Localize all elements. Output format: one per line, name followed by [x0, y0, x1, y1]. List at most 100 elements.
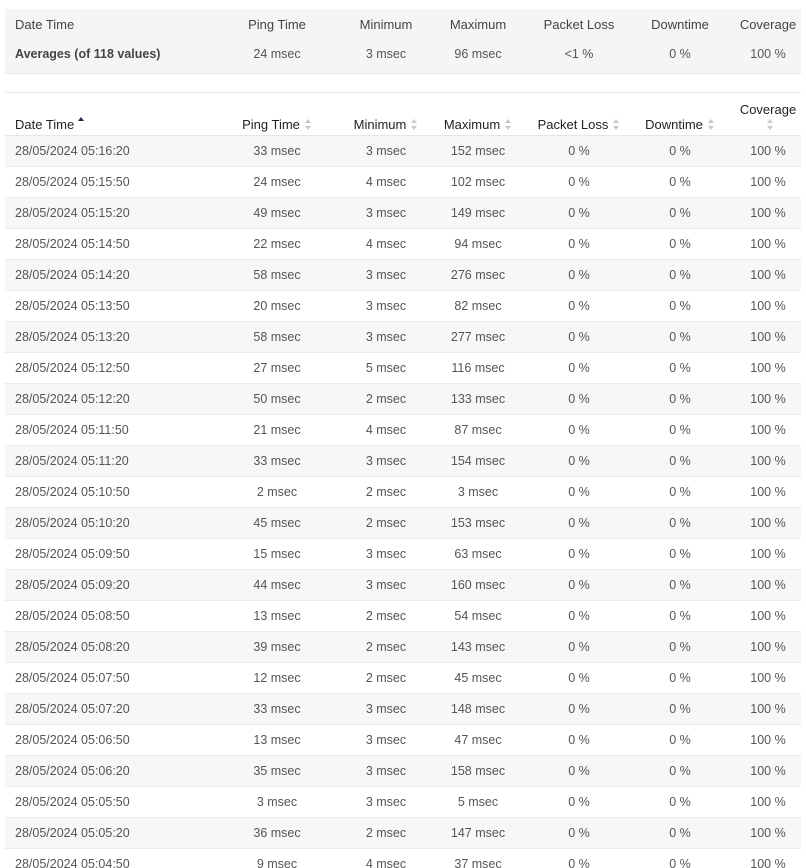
- column-header-label: Maximum: [443, 116, 501, 132]
- averages-label: Averages (of 118 values): [15, 47, 161, 61]
- minimum-cell: 4 msec: [349, 228, 423, 260]
- coverage-cell: 100 %: [735, 228, 801, 260]
- coverage-cell: 100 %: [735, 321, 801, 353]
- downtime-cell: 0 %: [625, 445, 735, 477]
- downtime-cell: 0 %: [625, 259, 735, 291]
- table-row: 28/05/2024 05:15:20 49 msec 3 msec 149 msec…: [5, 197, 801, 229]
- coverage-cell: 100 %: [735, 755, 801, 787]
- coverage-cell: 100 %: [735, 259, 801, 291]
- packet-loss-cell: 0 %: [533, 290, 625, 322]
- maximum-cell: 63 msec: [423, 538, 533, 570]
- packet-loss-cell: 0 %: [533, 321, 625, 353]
- minimum-cell: 4 msec: [349, 414, 423, 446]
- ping-time-cell: 21 msec: [205, 414, 349, 446]
- minimum-cell: 3 msec: [349, 445, 423, 477]
- average-downtime: 0 %: [669, 47, 691, 61]
- column-header-packet-loss[interactable]: Packet Loss: [533, 93, 625, 136]
- ping-time-cell: 12 msec: [205, 662, 349, 694]
- date-time-cell: 28/05/2024 05:10:20: [5, 507, 205, 539]
- minimum-cell: 2 msec: [349, 662, 423, 694]
- downtime-cell: 0 %: [625, 383, 735, 415]
- minimum-cell: 5 msec: [349, 352, 423, 384]
- maximum-cell: 276 msec: [423, 259, 533, 291]
- average-ping-time: 24 msec: [253, 47, 301, 61]
- packet-loss-cell: 0 %: [533, 693, 625, 725]
- ping-time-cell: 2 msec: [205, 476, 349, 508]
- ping-time-cell: 50 msec: [205, 383, 349, 415]
- coverage-cell: 100 %: [735, 445, 801, 477]
- minimum-cell: 4 msec: [349, 848, 423, 868]
- ping-time-cell: 24 msec: [205, 166, 349, 198]
- ping-time-cell: 15 msec: [205, 538, 349, 570]
- date-time-cell: 28/05/2024 05:07:20: [5, 693, 205, 725]
- date-time-cell: 28/05/2024 05:07:50: [5, 662, 205, 694]
- ping-time-cell: 35 msec: [205, 755, 349, 787]
- downtime-cell: 0 %: [625, 197, 735, 229]
- summary-header-downtime: Downtime: [651, 16, 709, 32]
- downtime-cell: 0 %: [625, 693, 735, 725]
- packet-loss-cell: 0 %: [533, 259, 625, 291]
- coverage-cell: 100 %: [735, 662, 801, 694]
- maximum-cell: 160 msec: [423, 569, 533, 601]
- sort-ascending-icon: [78, 116, 85, 128]
- downtime-cell: 0 %: [625, 817, 735, 849]
- table-row: 28/05/2024 05:14:50 22 msec 4 msec 94 msec 0…: [5, 228, 801, 260]
- packet-loss-cell: 0 %: [533, 507, 625, 539]
- maximum-cell: 5 msec: [423, 786, 533, 818]
- packet-loss-cell: 0 %: [533, 786, 625, 818]
- column-header-ping-time[interactable]: Ping Time: [205, 93, 349, 136]
- date-time-cell: 28/05/2024 05:04:50: [5, 848, 205, 868]
- column-header-label: Downtime: [645, 116, 703, 132]
- coverage-cell: 100 %: [735, 538, 801, 570]
- maximum-cell: 87 msec: [423, 414, 533, 446]
- downtime-cell: 0 %: [625, 135, 735, 167]
- date-time-cell: 28/05/2024 05:06:20: [5, 755, 205, 787]
- minimum-cell: 3 msec: [349, 135, 423, 167]
- downtime-cell: 0 %: [625, 414, 735, 446]
- packet-loss-cell: 0 %: [533, 166, 625, 198]
- date-time-cell: 28/05/2024 05:12:20: [5, 383, 205, 415]
- packet-loss-cell: 0 %: [533, 352, 625, 384]
- column-header-minimum[interactable]: Minimum: [349, 93, 423, 136]
- date-time-cell: 28/05/2024 05:05:20: [5, 817, 205, 849]
- date-time-cell: 28/05/2024 05:14:20: [5, 259, 205, 291]
- date-time-cell: 28/05/2024 05:05:50: [5, 786, 205, 818]
- summary-header-ping-time: Ping Time: [248, 16, 306, 32]
- averages-header-row: Date Time Ping Time Minimum Maximum Pack…: [5, 9, 801, 39]
- ping-time-cell: 39 msec: [205, 631, 349, 663]
- minimum-cell: 3 msec: [349, 724, 423, 756]
- table-row: 28/05/2024 05:07:50 12 msec 2 msec 45 msec 0…: [5, 662, 801, 694]
- maximum-cell: 3 msec: [423, 476, 533, 508]
- downtime-cell: 0 %: [625, 352, 735, 384]
- averages-summary-panel: Date Time Ping Time Minimum Maximum Pack…: [5, 9, 801, 74]
- packet-loss-cell: 0 %: [533, 228, 625, 260]
- sort-icon: [304, 118, 312, 130]
- minimum-cell: 3 msec: [349, 755, 423, 787]
- minimum-cell: 3 msec: [349, 569, 423, 601]
- coverage-cell: 100 %: [735, 290, 801, 322]
- minimum-cell: 2 msec: [349, 817, 423, 849]
- packet-loss-cell: 0 %: [533, 724, 625, 756]
- downtime-cell: 0 %: [625, 786, 735, 818]
- date-time-cell: 28/05/2024 05:16:20: [5, 135, 205, 167]
- coverage-cell: 100 %: [735, 600, 801, 632]
- ping-time-cell: 44 msec: [205, 569, 349, 601]
- table-row: 28/05/2024 05:06:50 13 msec 3 msec 47 msec 0…: [5, 724, 801, 756]
- coverage-cell: 100 %: [735, 352, 801, 384]
- ping-time-cell: 13 msec: [205, 724, 349, 756]
- average-minimum: 3 msec: [365, 47, 407, 61]
- minimum-cell: 4 msec: [349, 166, 423, 198]
- minimum-cell: 3 msec: [349, 259, 423, 291]
- column-header-date-time[interactable]: Date Time: [5, 93, 205, 136]
- packet-loss-cell: 0 %: [533, 445, 625, 477]
- minimum-cell: 3 msec: [349, 290, 423, 322]
- column-header-coverage[interactable]: Coverage: [735, 93, 801, 136]
- history-header-row: Date Time Ping Time Minimum Maximum Pack…: [5, 93, 801, 136]
- table-row: 28/05/2024 05:07:20 33 msec 3 msec 148 msec…: [5, 693, 801, 725]
- summary-header-coverage: Coverage: [739, 16, 797, 32]
- downtime-cell: 0 %: [625, 569, 735, 601]
- coverage-cell: 100 %: [735, 507, 801, 539]
- sort-icon: [613, 118, 620, 130]
- column-header-downtime[interactable]: Downtime: [625, 93, 735, 136]
- column-header-maximum[interactable]: Maximum: [423, 93, 533, 136]
